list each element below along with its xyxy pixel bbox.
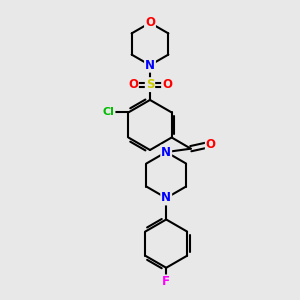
Text: F: F bbox=[162, 275, 170, 288]
Text: S: S bbox=[146, 78, 154, 91]
Text: O: O bbox=[162, 78, 172, 91]
Text: O: O bbox=[145, 16, 155, 29]
Text: N: N bbox=[145, 59, 155, 72]
Text: O: O bbox=[128, 78, 138, 91]
Text: N: N bbox=[161, 146, 171, 159]
Text: O: O bbox=[206, 138, 216, 151]
Text: N: N bbox=[161, 191, 171, 205]
Text: Cl: Cl bbox=[103, 107, 115, 118]
